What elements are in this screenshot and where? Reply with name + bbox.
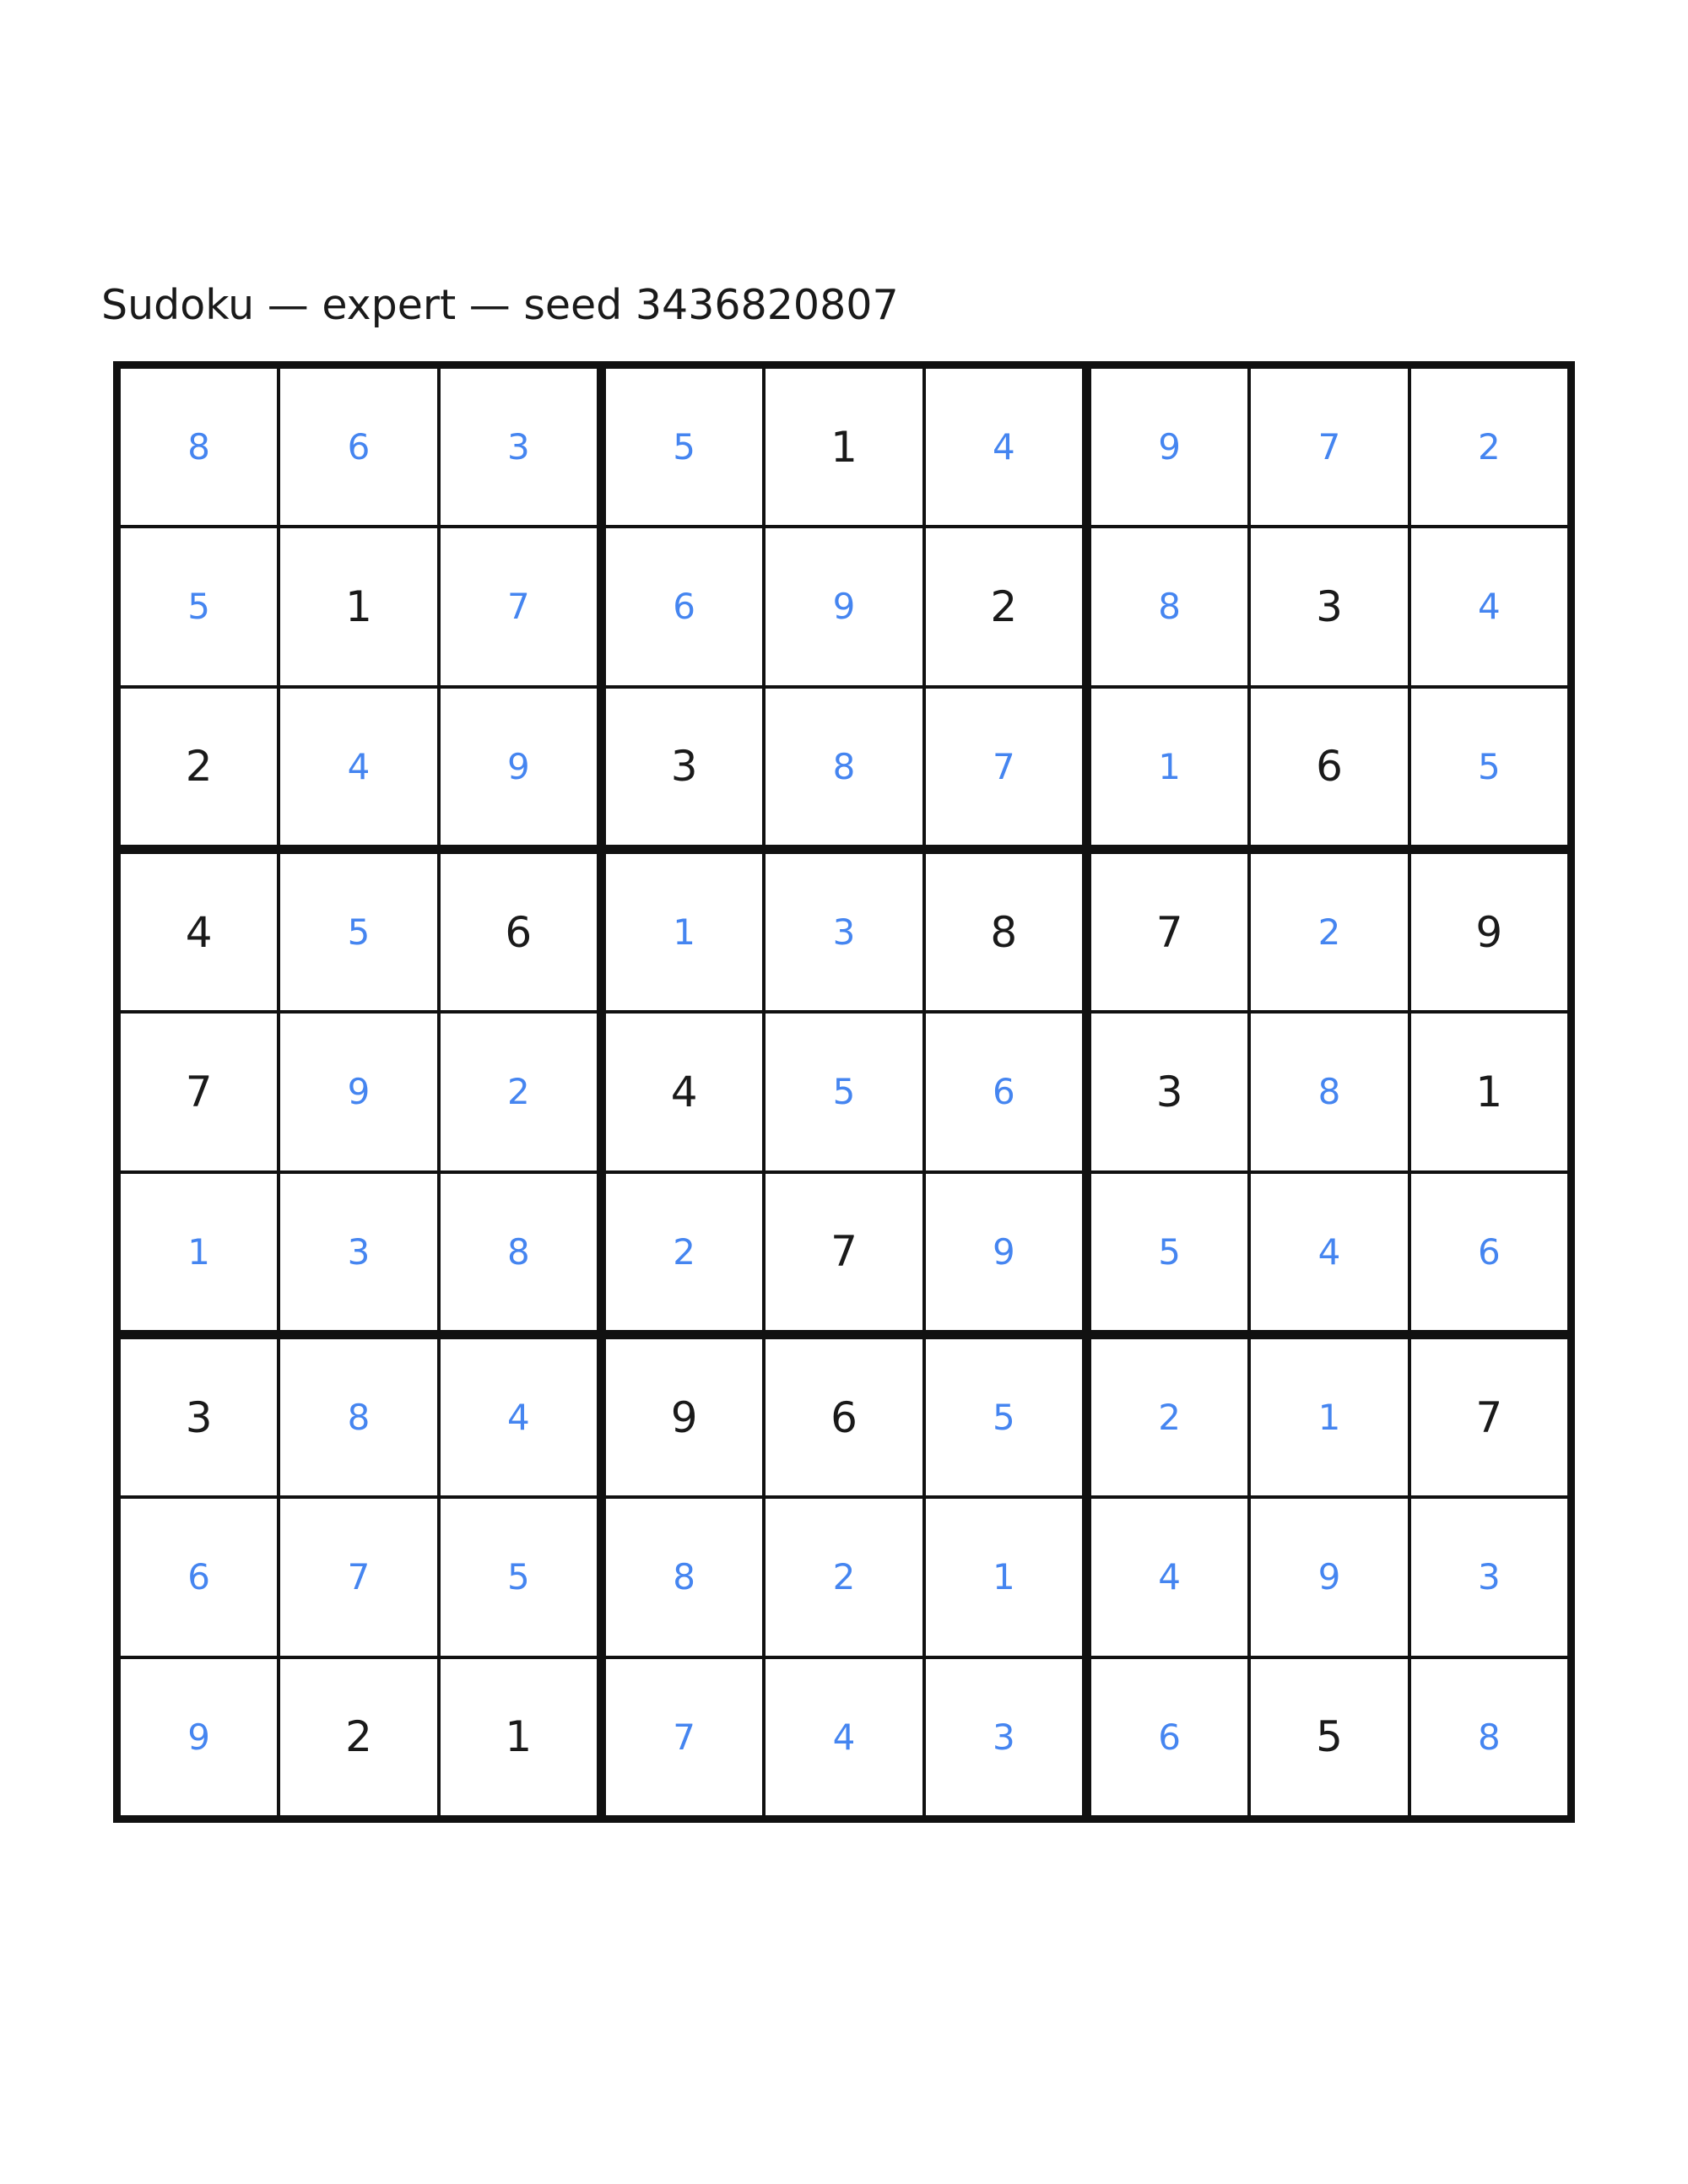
grid-cell-r9c4[interactable]: 7 <box>606 1658 763 1815</box>
grid-cell-r5c4[interactable]: 4 <box>606 1014 763 1170</box>
grid-cell-r1c7[interactable]: 9 <box>1091 369 1248 526</box>
grid-cell-r2c8[interactable]: 3 <box>1251 528 1408 685</box>
grid-cell-r2c7[interactable]: 8 <box>1091 528 1248 685</box>
grid-cell-r5c8[interactable]: 8 <box>1251 1014 1408 1170</box>
grid-cell-r4c6[interactable]: 8 <box>925 854 1082 1011</box>
grid-cell-r3c4[interactable]: 3 <box>606 688 763 845</box>
grid-cell-r9c9[interactable]: 8 <box>1410 1658 1567 1815</box>
grid-cell-r8c4[interactable]: 8 <box>606 1499 763 1656</box>
grid-cell-r8c2[interactable]: 7 <box>280 1499 437 1656</box>
grid-cell-r1c9[interactable]: 2 <box>1410 369 1567 526</box>
grid-cell-r3c9[interactable]: 5 <box>1410 688 1567 845</box>
grid-cell-r1c2[interactable]: 6 <box>280 369 437 526</box>
grid-cell-r7c1[interactable]: 3 <box>121 1339 278 1496</box>
grid-cell-r1c3[interactable]: 3 <box>440 369 597 526</box>
grid-cell-r3c6[interactable]: 7 <box>925 688 1082 845</box>
grid-cell-r7c3[interactable]: 4 <box>440 1339 597 1496</box>
grid-cell-r9c1[interactable]: 9 <box>121 1658 278 1815</box>
grid-cell-r6c2[interactable]: 3 <box>280 1173 437 1330</box>
grid-cell-r8c5[interactable]: 2 <box>766 1499 922 1656</box>
grid-cell-r9c2[interactable]: 2 <box>280 1658 437 1815</box>
grid-cell-r9c7[interactable]: 6 <box>1091 1658 1248 1815</box>
grid-cell-r5c7[interactable]: 3 <box>1091 1014 1248 1170</box>
grid-cell-r6c4[interactable]: 2 <box>606 1173 763 1330</box>
grid-cell-r2c3[interactable]: 7 <box>440 528 597 685</box>
grid-cell-r5c6[interactable]: 6 <box>925 1014 1082 1170</box>
grid-cell-r7c7[interactable]: 2 <box>1091 1339 1248 1496</box>
grid-cell-r3c8[interactable]: 6 <box>1251 688 1408 845</box>
grid-cell-r2c2[interactable]: 1 <box>280 528 437 685</box>
grid-cell-r3c5[interactable]: 8 <box>766 688 922 845</box>
grid-cell-r3c7[interactable]: 1 <box>1091 688 1248 845</box>
grid-cell-r1c6[interactable]: 4 <box>925 369 1082 526</box>
grid-cell-r5c2[interactable]: 9 <box>280 1014 437 1170</box>
grid-cell-r5c1[interactable]: 7 <box>121 1014 278 1170</box>
grid-cell-r4c4[interactable]: 1 <box>606 854 763 1011</box>
grid-cell-r8c3[interactable]: 5 <box>440 1499 597 1656</box>
grid-cell-r1c8[interactable]: 7 <box>1251 369 1408 526</box>
grid-cell-r9c6[interactable]: 3 <box>925 1658 1082 1815</box>
grid-cell-r6c6[interactable]: 9 <box>925 1173 1082 1330</box>
grid-cell-r5c3[interactable]: 2 <box>440 1014 597 1170</box>
grid-cell-r6c1[interactable]: 1 <box>121 1173 278 1330</box>
grid-cell-r8c6[interactable]: 1 <box>925 1499 1082 1656</box>
grid-cell-r2c9[interactable]: 4 <box>1410 528 1567 685</box>
grid-cell-r1c5[interactable]: 1 <box>766 369 922 526</box>
grid-cell-r7c2[interactable]: 8 <box>280 1339 437 1496</box>
grid-cell-r7c6[interactable]: 5 <box>925 1339 1082 1496</box>
grid-cell-r3c2[interactable]: 4 <box>280 688 437 845</box>
grid-cell-r1c1[interactable]: 8 <box>121 369 278 526</box>
grid-cell-r5c9[interactable]: 1 <box>1410 1014 1567 1170</box>
grid-cell-r2c6[interactable]: 2 <box>925 528 1082 685</box>
grid-cell-r9c3[interactable]: 1 <box>440 1658 597 1815</box>
grid-cell-r8c7[interactable]: 4 <box>1091 1499 1248 1656</box>
grid-cell-r4c1[interactable]: 4 <box>121 854 278 1011</box>
puzzle-title: Sudoku — expert — seed 3436820807 <box>101 281 899 329</box>
grid-cell-r4c5[interactable]: 3 <box>766 854 922 1011</box>
grid-cell-r7c8[interactable]: 1 <box>1251 1339 1408 1496</box>
grid-cell-r7c4[interactable]: 9 <box>606 1339 763 1496</box>
grid-cell-r3c1[interactable]: 2 <box>121 688 278 845</box>
grid-cell-r6c9[interactable]: 6 <box>1410 1173 1567 1330</box>
grid-cell-r6c3[interactable]: 8 <box>440 1173 597 1330</box>
grid-cell-r4c9[interactable]: 9 <box>1410 854 1567 1011</box>
grid-cell-r9c5[interactable]: 4 <box>766 1658 922 1815</box>
grid-cell-r4c8[interactable]: 2 <box>1251 854 1408 1011</box>
grid-cell-r2c1[interactable]: 5 <box>121 528 278 685</box>
grid-cell-r6c8[interactable]: 4 <box>1251 1173 1408 1330</box>
grid-cell-r1c4[interactable]: 5 <box>606 369 763 526</box>
grid-cell-r6c7[interactable]: 5 <box>1091 1173 1248 1330</box>
grid-cell-r8c9[interactable]: 3 <box>1410 1499 1567 1656</box>
grid-cell-r4c2[interactable]: 5 <box>280 854 437 1011</box>
grid-cell-r9c8[interactable]: 5 <box>1251 1658 1408 1815</box>
grid-cell-r2c4[interactable]: 6 <box>606 528 763 685</box>
grid-cell-r3c3[interactable]: 9 <box>440 688 597 845</box>
grid-cell-r2c5[interactable]: 9 <box>766 528 922 685</box>
grid-cell-r4c3[interactable]: 6 <box>440 854 597 1011</box>
grid-cell-r7c5[interactable]: 6 <box>766 1339 922 1496</box>
grid-cell-r4c7[interactable]: 7 <box>1091 854 1248 1011</box>
grid-cell-r6c5[interactable]: 7 <box>766 1173 922 1330</box>
grid-cell-r8c1[interactable]: 6 <box>121 1499 278 1656</box>
grid-cell-r8c8[interactable]: 9 <box>1251 1499 1408 1656</box>
grid-cell-r7c9[interactable]: 7 <box>1410 1339 1567 1496</box>
grid-cell-r5c5[interactable]: 5 <box>766 1014 922 1170</box>
